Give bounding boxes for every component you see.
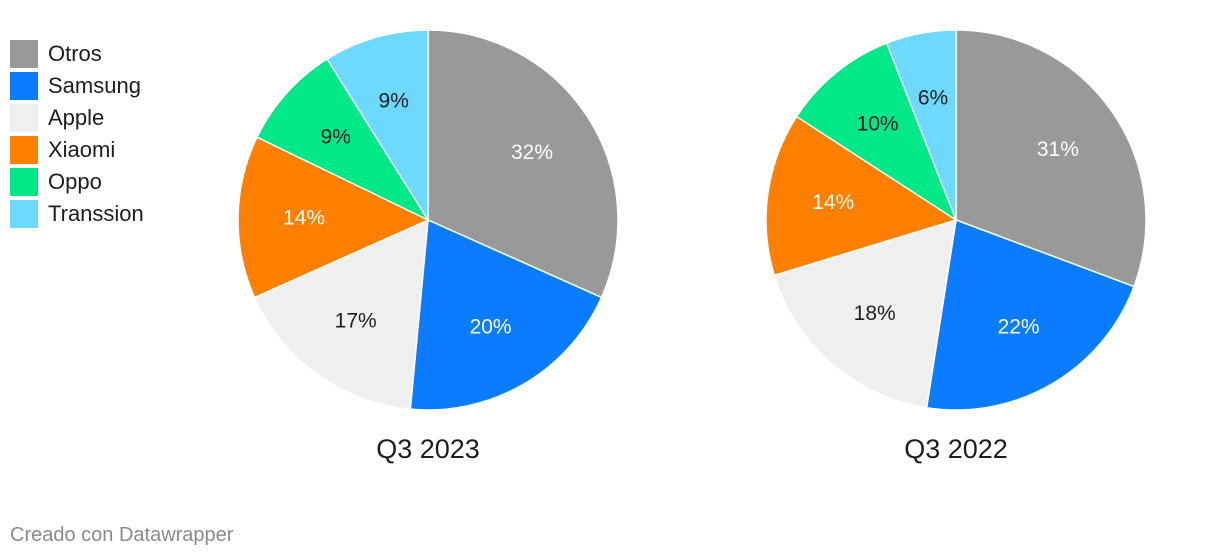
slice-label-apple-q3-2022: 18% (854, 302, 896, 325)
pie-slice-apple-q3-2023 (253, 219, 429, 410)
legend-swatch-otros (10, 40, 38, 68)
pie-slice-samsung-q3-2023 (409, 219, 603, 411)
slice-label-samsung-q3-2022: 22% (998, 316, 1040, 339)
legend-label-oppo: Oppo (48, 169, 102, 194)
slice-label-xiaomi-q3-2022: 14% (812, 191, 854, 214)
legend-item-xiaomi: Xiaomi (10, 134, 144, 166)
legend-label-transsion: Transsion (48, 201, 144, 226)
pie-slice-xiaomi-q3-2022 (765, 115, 957, 277)
pie-slice-samsung-q3-2022 (925, 219, 1135, 411)
legend-item-otros: Otros (10, 38, 144, 70)
legend-swatch-oppo (10, 168, 38, 196)
pie-slice-otros-q3-2022 (955, 29, 1147, 288)
legend-label-apple: Apple (48, 105, 105, 130)
slice-label-apple-q3-2023: 17% (335, 309, 377, 332)
pie-chart-q3-2022: 31% 22% 18% 14% 10% 6% Q3 2022 (765, 29, 1147, 464)
slice-label-samsung-q3-2023: 20% (470, 316, 512, 339)
legend-swatch-xiaomi (10, 136, 38, 164)
legend-label-samsung: Samsung (48, 73, 141, 98)
slice-label-xiaomi-q3-2023: 14% (283, 207, 325, 230)
pie-chart-q3-2023: 32% 20% 17% 14% 9% 9% Q3 2023 (237, 29, 619, 464)
pie-slice-transsion-q3-2022 (885, 29, 957, 221)
slice-label-transsion-q3-2022: 6% (918, 87, 948, 110)
pie-slice-otros-q3-2023 (427, 29, 619, 299)
legend-label-otros: Otros (48, 41, 102, 66)
legend-item-oppo: Oppo (10, 166, 144, 198)
legend-swatch-transsion (10, 200, 38, 228)
legend-item-apple: Apple (10, 102, 144, 134)
pie-slice-xiaomi-q3-2023 (237, 136, 429, 299)
legend-item-samsung: Samsung (10, 70, 144, 102)
pie-title-q3-2023: Q3 2023 (376, 434, 480, 464)
legend-label-xiaomi: Xiaomi (48, 137, 116, 162)
pie-slice-oppo-q3-2023 (256, 58, 429, 221)
slice-label-oppo-q3-2023: 9% (321, 126, 351, 149)
legend: Otros Samsung Apple Xiaomi Oppo Transsio… (10, 38, 144, 230)
pie-slice-apple-q3-2022 (773, 219, 957, 409)
legend-item-transsion: Transsion (10, 198, 144, 230)
pie-slice-transsion-q3-2023 (326, 29, 429, 221)
slice-label-oppo-q3-2022: 10% (857, 112, 899, 135)
slice-label-otros-q3-2022: 31% (1037, 138, 1079, 161)
pie-charts: 32% 20% 17% 14% 9% 9% Q3 2023 31% 22% 18% 14% 10%… (237, 29, 1147, 464)
pie-slice-oppo-q3-2022 (795, 42, 957, 221)
legend-swatch-samsung (10, 72, 38, 100)
credit-text: Creado con Datawrapper (10, 524, 234, 546)
slice-label-otros-q3-2023: 32% (511, 141, 553, 164)
legend-swatch-apple (10, 104, 38, 132)
slice-label-transsion-q3-2023: 9% (379, 89, 409, 112)
pie-title-q3-2022: Q3 2022 (904, 434, 1008, 464)
